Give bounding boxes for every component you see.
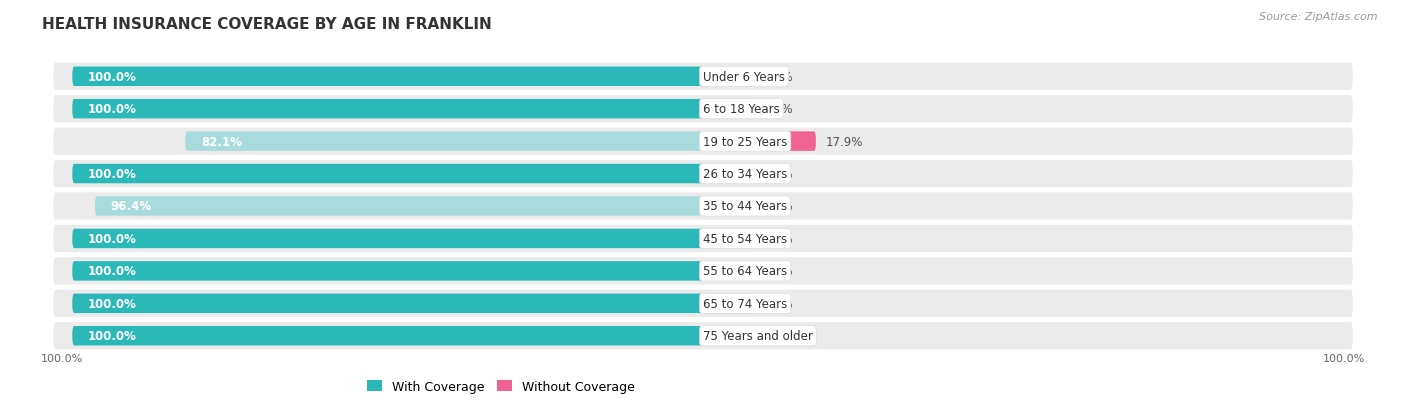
Text: 0.0%: 0.0% xyxy=(763,103,793,116)
Legend: With Coverage, Without Coverage: With Coverage, Without Coverage xyxy=(361,375,640,398)
FancyBboxPatch shape xyxy=(53,64,1353,91)
Text: 0.0%: 0.0% xyxy=(763,330,793,342)
FancyBboxPatch shape xyxy=(703,326,754,346)
FancyBboxPatch shape xyxy=(72,229,703,249)
FancyBboxPatch shape xyxy=(53,225,1353,252)
FancyBboxPatch shape xyxy=(53,322,1353,349)
FancyBboxPatch shape xyxy=(703,164,754,184)
Text: 100.0%: 100.0% xyxy=(89,330,136,342)
Text: 100.0%: 100.0% xyxy=(89,103,136,116)
Text: 35 to 44 Years: 35 to 44 Years xyxy=(703,200,787,213)
Text: 0.0%: 0.0% xyxy=(763,168,793,180)
Text: 26 to 34 Years: 26 to 34 Years xyxy=(703,168,787,180)
FancyBboxPatch shape xyxy=(703,197,754,216)
FancyBboxPatch shape xyxy=(72,100,703,119)
FancyBboxPatch shape xyxy=(703,261,754,281)
Text: Under 6 Years: Under 6 Years xyxy=(703,71,785,83)
Text: 0.0%: 0.0% xyxy=(763,233,793,245)
Text: 100.0%: 100.0% xyxy=(89,168,136,180)
FancyBboxPatch shape xyxy=(72,261,703,281)
FancyBboxPatch shape xyxy=(53,193,1353,220)
FancyBboxPatch shape xyxy=(96,197,703,216)
Text: 100.0%: 100.0% xyxy=(89,265,136,278)
FancyBboxPatch shape xyxy=(703,294,754,313)
Text: 55 to 64 Years: 55 to 64 Years xyxy=(703,265,787,278)
Text: 0.0%: 0.0% xyxy=(763,265,793,278)
Text: Source: ZipAtlas.com: Source: ZipAtlas.com xyxy=(1260,12,1378,22)
Text: 65 to 74 Years: 65 to 74 Years xyxy=(703,297,787,310)
FancyBboxPatch shape xyxy=(53,96,1353,123)
FancyBboxPatch shape xyxy=(53,258,1353,285)
Text: 19 to 25 Years: 19 to 25 Years xyxy=(703,135,787,148)
Text: 0.0%: 0.0% xyxy=(763,71,793,83)
Text: 96.4%: 96.4% xyxy=(111,200,152,213)
FancyBboxPatch shape xyxy=(53,290,1353,317)
FancyBboxPatch shape xyxy=(72,67,703,87)
FancyBboxPatch shape xyxy=(703,67,754,87)
Text: HEALTH INSURANCE COVERAGE BY AGE IN FRANKLIN: HEALTH INSURANCE COVERAGE BY AGE IN FRAN… xyxy=(42,17,492,31)
Text: 45 to 54 Years: 45 to 54 Years xyxy=(703,233,787,245)
Text: 75 Years and older: 75 Years and older xyxy=(703,330,813,342)
Text: 6 to 18 Years: 6 to 18 Years xyxy=(703,103,780,116)
FancyBboxPatch shape xyxy=(72,294,703,313)
Text: 100.0%: 100.0% xyxy=(41,353,83,363)
Text: 100.0%: 100.0% xyxy=(89,233,136,245)
FancyBboxPatch shape xyxy=(186,132,703,152)
Text: 17.9%: 17.9% xyxy=(825,135,863,148)
Text: 100.0%: 100.0% xyxy=(89,297,136,310)
FancyBboxPatch shape xyxy=(703,229,754,249)
FancyBboxPatch shape xyxy=(53,161,1353,188)
Text: 0.0%: 0.0% xyxy=(763,297,793,310)
Text: 100.0%: 100.0% xyxy=(89,71,136,83)
Text: 100.0%: 100.0% xyxy=(1323,353,1365,363)
FancyBboxPatch shape xyxy=(703,132,815,152)
FancyBboxPatch shape xyxy=(72,164,703,184)
Text: 82.1%: 82.1% xyxy=(201,135,242,148)
FancyBboxPatch shape xyxy=(72,326,703,346)
FancyBboxPatch shape xyxy=(53,128,1353,155)
FancyBboxPatch shape xyxy=(703,100,754,119)
Text: 3.6%: 3.6% xyxy=(763,200,793,213)
